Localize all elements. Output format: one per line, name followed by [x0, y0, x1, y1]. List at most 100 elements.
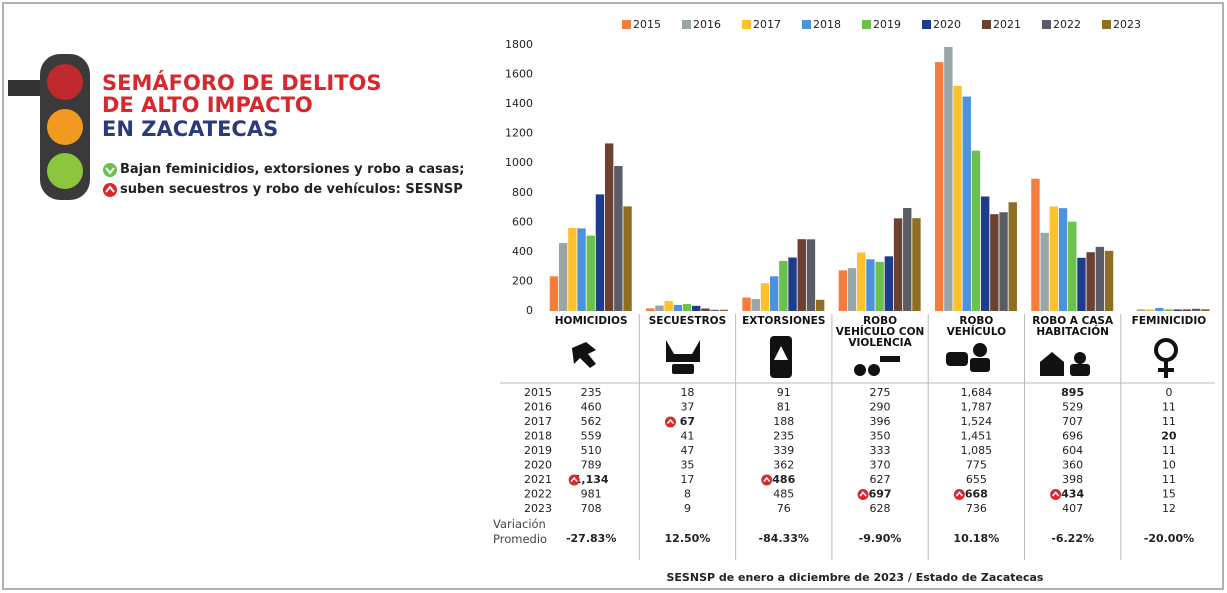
variation-value: 10.18% — [953, 532, 999, 545]
bar — [674, 305, 682, 311]
year-label: 2022 — [524, 488, 552, 501]
table-value: 362 — [773, 459, 794, 472]
bar — [683, 304, 691, 311]
table-value: 736 — [966, 502, 987, 515]
bar — [742, 298, 750, 311]
y-tick-label: 400 — [512, 245, 533, 258]
table-value: 1,085 — [961, 444, 993, 457]
table-value: 235 — [581, 386, 602, 399]
table-value: 559 — [581, 430, 602, 443]
title-line: DE ALTO IMPACTO — [102, 94, 313, 116]
table-value: 290 — [870, 401, 891, 414]
variation-value: -84.33% — [759, 532, 809, 545]
bar — [1137, 309, 1145, 311]
legend-label: 2020 — [933, 18, 961, 31]
year-label: 2016 — [524, 401, 552, 414]
bar — [912, 218, 920, 311]
bar — [944, 47, 952, 311]
bar — [761, 283, 769, 311]
category-label: ROBO VEHÍCULO CON VIOLENCIA — [833, 316, 927, 349]
infographic: 0200400600800100012001400160018002015201… — [0, 0, 1227, 593]
legend-swatch — [982, 20, 991, 29]
table-value: 47 — [680, 444, 694, 457]
bar — [614, 166, 622, 311]
up-icon — [761, 475, 772, 486]
bar — [894, 218, 902, 311]
variation-value: -27.83% — [566, 532, 616, 545]
bar — [596, 194, 604, 311]
table-value: 20 — [1161, 430, 1177, 443]
variation-label: Variación Promedio — [493, 517, 555, 547]
table-value: 333 — [870, 444, 891, 457]
bar — [866, 259, 874, 311]
legend-swatch — [802, 20, 811, 29]
y-tick-label: 1200 — [505, 127, 533, 140]
bar — [1086, 252, 1094, 311]
table-value: 11 — [1162, 415, 1176, 428]
variation-value: -6.22% — [1051, 532, 1094, 545]
table-value: 35 — [680, 459, 694, 472]
category-label: HOMICIDIOS — [544, 316, 638, 327]
bar — [807, 239, 815, 311]
bar — [1146, 309, 1154, 311]
table-value: 398 — [1062, 473, 1083, 486]
table-value: 1,451 — [961, 430, 993, 443]
traffic-light — [8, 54, 90, 200]
bar — [559, 243, 567, 311]
bar — [848, 268, 856, 311]
category-label: EXTORSIONES — [737, 316, 831, 327]
table-value: 529 — [1062, 401, 1083, 414]
table-value: 460 — [581, 401, 602, 414]
table-value: 668 — [965, 488, 988, 501]
bar — [568, 228, 576, 311]
year-label: 2018 — [524, 430, 552, 443]
table-value: 350 — [870, 430, 891, 443]
legend-label: 2017 — [753, 18, 781, 31]
year-label: 2019 — [524, 444, 552, 457]
bar — [1164, 309, 1172, 311]
bar — [1059, 208, 1067, 311]
table-value: 188 — [773, 415, 794, 428]
table-value: 510 — [581, 444, 602, 457]
legend-label: 2021 — [993, 18, 1021, 31]
y-tick-label: 800 — [512, 186, 533, 199]
bar — [1031, 179, 1039, 311]
table-value: 10 — [1162, 459, 1176, 472]
table-value: 981 — [581, 488, 602, 501]
legend-label: 2019 — [873, 18, 901, 31]
table-value: 67 — [680, 415, 695, 428]
table-value: 707 — [1062, 415, 1083, 428]
table-value: 708 — [581, 502, 602, 515]
category-label: SECUESTROS — [640, 316, 734, 327]
bar — [885, 256, 893, 311]
table-value: 1,787 — [961, 401, 993, 414]
bar — [1096, 247, 1104, 311]
bar — [779, 261, 787, 311]
variation-value: 12.50% — [665, 532, 711, 545]
table-value: 360 — [1062, 459, 1083, 472]
bar — [1105, 251, 1113, 311]
bar — [1009, 202, 1017, 311]
table-value: 15 — [1162, 488, 1176, 501]
table-value: 339 — [773, 444, 794, 457]
legend-label: 2022 — [1053, 18, 1081, 31]
table-value: 775 — [966, 459, 987, 472]
year-label: 2017 — [524, 415, 552, 428]
table-value: 1,684 — [961, 386, 993, 399]
y-tick-label: 1000 — [505, 156, 533, 169]
bar — [720, 310, 728, 311]
bar — [701, 308, 709, 311]
category-label: FEMINICIDIO — [1122, 316, 1216, 327]
bar — [587, 236, 595, 311]
table-value: 562 — [581, 415, 602, 428]
legend-label: 2015 — [633, 18, 661, 31]
table-value: 8 — [684, 488, 691, 501]
bar — [935, 62, 943, 311]
bar — [1050, 207, 1058, 311]
bar — [655, 306, 663, 311]
table-value: 655 — [966, 473, 987, 486]
table-value: 604 — [1062, 444, 1083, 457]
bar — [981, 196, 989, 311]
table-value: 41 — [680, 430, 694, 443]
bar — [710, 310, 718, 311]
